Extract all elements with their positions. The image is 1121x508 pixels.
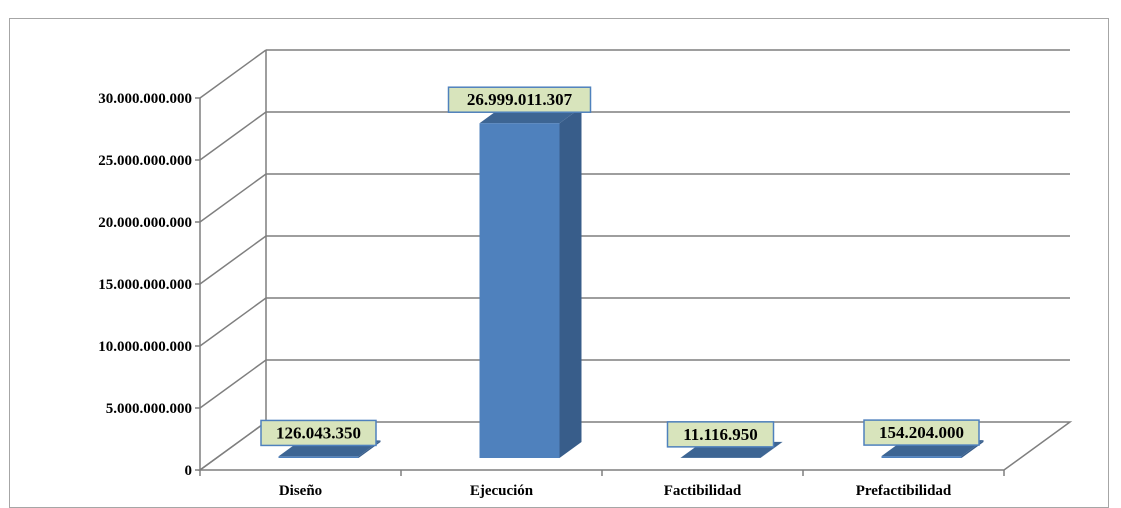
x-category-label: Diseño	[279, 483, 322, 499]
side-gridline	[200, 174, 266, 222]
y-tick-label: 5.000.000.000	[106, 401, 192, 417]
data-label: 126.043.350	[276, 423, 361, 442]
label-layer: 126.043.350 26.999.011.307 11.116.950 154.2…	[261, 87, 979, 447]
y-tick-label: 10.000.000.000	[98, 339, 192, 355]
side-gridline	[200, 236, 266, 284]
side-gridline	[200, 112, 266, 160]
bar-side	[560, 107, 582, 458]
data-label: 154.204.000	[879, 423, 964, 442]
y-tick-label: 20.000.000.000	[98, 215, 192, 231]
y-tick-label: 30.000.000.000	[98, 91, 192, 107]
x-category-label: Factibilidad	[664, 483, 742, 499]
y-tick-label: 25.000.000.000	[98, 153, 192, 169]
bar	[882, 456, 962, 458]
x-category-label: Ejecución	[470, 483, 534, 499]
bar	[480, 123, 560, 458]
bar	[279, 456, 359, 458]
grid-layer	[200, 50, 1070, 470]
side-gridline	[200, 298, 266, 346]
data-label: 11.116.950	[683, 425, 758, 444]
x-category-label: Prefactibilidad	[856, 483, 952, 499]
data-label: 26.999.011.307	[467, 90, 573, 109]
y-tick-label: 15.000.000.000	[98, 277, 192, 293]
side-gridline	[200, 360, 266, 408]
y-tick-label: 0	[185, 463, 193, 479]
side-gridline	[200, 422, 266, 470]
bar-layer	[279, 107, 984, 458]
side-gridline	[200, 50, 266, 98]
